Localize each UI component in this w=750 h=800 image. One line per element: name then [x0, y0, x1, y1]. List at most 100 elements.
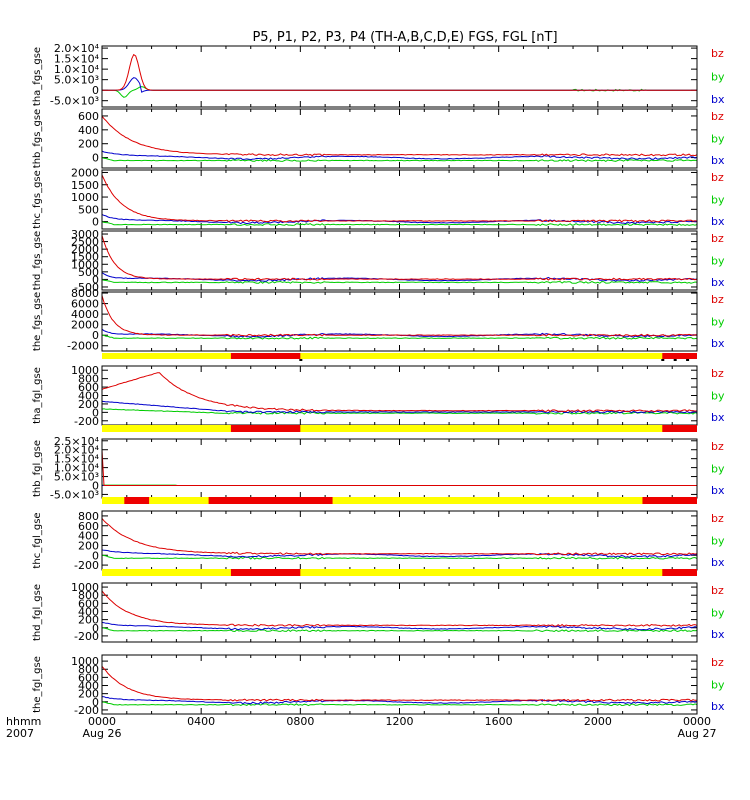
mode-bar-mark [673, 359, 677, 361]
ytick-label: 1500 [71, 179, 99, 192]
ytick-label: 2500 [71, 236, 99, 249]
panel-thb-fgl-gse: thb_fgl_gse 2.5×10⁴2.0×10⁴1.5×10⁴1.0×10⁴5… [32, 435, 725, 504]
series-bz [102, 174, 697, 223]
ytick-label: 1000 [71, 258, 99, 271]
ytick-label: 0 [92, 696, 99, 709]
mode-bar-mark [686, 359, 690, 361]
mode-bar-red [230, 353, 301, 359]
ytick-label: 200 [78, 539, 99, 552]
series-bz [102, 295, 697, 337]
xtick-label: 1600 [485, 715, 513, 728]
ytick-label: 600 [78, 110, 99, 123]
legend-by: by [711, 194, 725, 207]
ytick-label: 0 [92, 479, 99, 492]
ytick-label: 600 [78, 671, 99, 684]
ytick-label: -200 [74, 559, 99, 572]
ytick-label: 0 [92, 406, 99, 419]
mode-bar-mark [661, 359, 665, 361]
series-by [102, 279, 697, 284]
panel-frame [101, 582, 698, 643]
mode-bar-red [124, 497, 150, 504]
series-bz [102, 115, 697, 157]
series-by [102, 627, 697, 633]
series-bx [102, 621, 697, 631]
ytick-label: 600 [78, 597, 99, 610]
ytick-label: 1.5×10⁴ [54, 453, 100, 466]
series-by [102, 86, 697, 98]
legend-bx: bx [711, 276, 725, 289]
ytick-label: 1000 [71, 655, 99, 668]
legend-bx: bx [711, 93, 725, 106]
series-bz [102, 518, 697, 556]
legend-bz: bz [711, 171, 724, 184]
series-by [102, 554, 697, 560]
ytick-label: -5.0×10³ [50, 488, 99, 501]
legend-by: by [711, 463, 725, 476]
ytick-label: 5.0×10³ [54, 74, 99, 87]
mode-bar-red [230, 569, 301, 576]
mode-bar [102, 569, 697, 576]
panel-ylabel: tha_fgl_gse [32, 367, 43, 424]
legend-by: by [711, 255, 725, 268]
series-bx [102, 328, 697, 338]
ytick-label: 400 [78, 530, 99, 543]
series-bx [102, 549, 697, 558]
ytick-label: -200 [74, 704, 99, 717]
legend-bz: bz [711, 440, 724, 453]
ytick-label: 8000 [71, 287, 99, 300]
year-label: 2007 [6, 727, 34, 740]
mode-bar-red [208, 497, 333, 504]
legend-bx: bx [711, 154, 725, 167]
panel-frame [101, 438, 698, 499]
series-by [102, 408, 697, 415]
panel-frame [101, 230, 698, 291]
mode-bar-yellow [102, 497, 697, 504]
panel-frame [101, 365, 698, 426]
xtick-label: 1200 [386, 715, 414, 728]
ytick-label: 1000 [71, 364, 99, 377]
legend-bz: bz [711, 110, 724, 123]
panel-ylabel: thd_fgl_gse [32, 584, 43, 641]
ytick-label: 2.0×10⁴ [54, 42, 100, 55]
panel-tha-fgs-gse: tha_fgs_gse 2.0×10⁴1.5×10⁴1.0×10⁴5.0×10³0… [32, 42, 725, 108]
panel-frame [101, 108, 698, 169]
legend-bz: bz [711, 47, 724, 60]
ytick-label: 200 [78, 138, 99, 151]
mode-bar [102, 425, 697, 432]
ytick-label: 0 [92, 216, 99, 229]
series-by [102, 157, 697, 162]
ytick-label: 600 [78, 520, 99, 533]
xtick-label: 0800 [286, 715, 314, 728]
ytick-label: 5.0×10³ [54, 471, 99, 484]
ytick-label: 3000 [71, 228, 99, 241]
legend-by: by [711, 71, 725, 84]
ytick-label: 2.5×10⁴ [54, 435, 100, 448]
mode-bar-mark [299, 359, 303, 361]
ytick-label: 0 [92, 622, 99, 635]
ytick-label: 1500 [71, 251, 99, 264]
ytick-label: 0 [92, 152, 99, 165]
legend-bx: bx [711, 215, 725, 228]
ytick-label: 0 [92, 273, 99, 286]
ytick-label: 6000 [71, 298, 99, 311]
ytick-label: 2000 [71, 166, 99, 179]
ytick-label: -2000 [67, 340, 99, 353]
series-bx [102, 150, 697, 161]
ytick-label: 400 [78, 124, 99, 137]
series-bx [102, 696, 697, 705]
panel-ylabel: thb_fgs_gse [32, 109, 43, 168]
ytick-label: 200 [78, 614, 99, 627]
ytick-label: 800 [78, 373, 99, 386]
ytick-label: 2.0×10⁴ [54, 444, 100, 457]
legend-bz: bz [711, 584, 724, 597]
ytick-label: 0 [92, 329, 99, 342]
ytick-label: 200 [78, 688, 99, 701]
xtick-label: 0400 [187, 715, 215, 728]
xtick-date: Aug 26 [83, 727, 122, 740]
series-bx [102, 272, 697, 282]
panel-frame [101, 510, 698, 571]
mode-bar-red [662, 353, 697, 359]
series-bz [102, 590, 697, 627]
